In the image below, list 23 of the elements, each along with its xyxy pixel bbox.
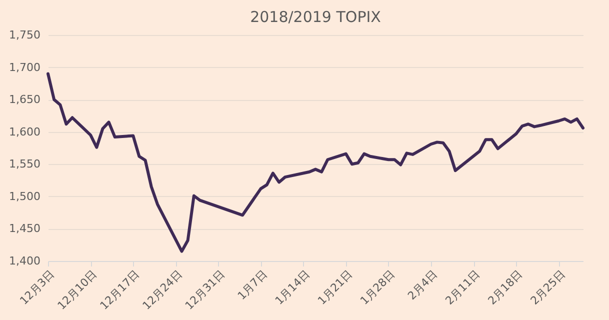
- y-tick-label: 1,650: [9, 93, 40, 106]
- x-tick-label: 1月28日: [358, 268, 398, 308]
- y-tick-label: 1,550: [9, 158, 40, 171]
- x-tick-label: 12月17日: [98, 268, 142, 312]
- y-tick-label: 1,400: [9, 254, 40, 268]
- x-tick-label: 1月14日: [272, 268, 312, 308]
- x-tick-label: 12月3日: [17, 268, 57, 308]
- x-tick-label: 1月7日: [235, 268, 270, 302]
- x-tick-label: 2月18日: [486, 268, 526, 308]
- y-tick-label: 1,750: [9, 28, 40, 42]
- y-tick-label: 1,700: [9, 60, 40, 74]
- x-tick-label: 1月21日: [315, 268, 355, 308]
- x-tick-label: 2月4日: [405, 268, 440, 302]
- y-tick-label: 1,500: [9, 190, 40, 203]
- line-series: [46, 72, 584, 253]
- x-tick-label: 12月10日: [54, 268, 100, 312]
- x-tick-label: 2月25日: [528, 268, 568, 308]
- chart-title: 2018/2019 TOPIX: [250, 8, 381, 26]
- x-tick-label: 12月31日: [182, 268, 228, 312]
- y-tick-label: 1,600: [9, 125, 40, 138]
- x-tick-label: 12月24日: [140, 268, 185, 312]
- x-tick-label: 2月11日: [442, 268, 483, 308]
- y-tick-label: 1,450: [9, 222, 40, 236]
